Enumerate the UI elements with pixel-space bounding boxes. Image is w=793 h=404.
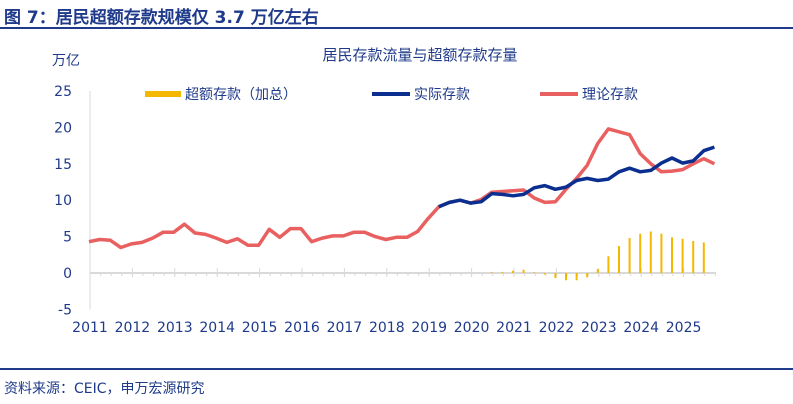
bar-excess-deposit	[543, 273, 546, 275]
bar-excess-deposit	[660, 233, 663, 273]
x-tick-label: 2019	[411, 320, 447, 336]
x-tick-label: 2012	[115, 320, 151, 336]
bar-excess-deposit	[522, 269, 525, 273]
x-tick-label: 2024	[623, 320, 659, 336]
figure-title: 图 7：居民超额存款规模仅 3.7 万亿左右	[4, 8, 319, 28]
x-tick-label: 2013	[157, 320, 193, 336]
y-tick-label: -5	[58, 302, 72, 318]
bar-excess-deposit	[586, 273, 589, 278]
y-tick-label: 10	[54, 193, 72, 209]
y-tick-label: 25	[54, 84, 72, 100]
bar-excess-deposit	[575, 273, 578, 281]
bar-excess-deposit	[702, 242, 705, 273]
line-actual-deposit	[438, 145, 715, 209]
bar-excess-deposit	[554, 273, 557, 279]
y-tick-label: 20	[54, 120, 72, 136]
x-tick-label: 2011	[72, 320, 108, 336]
footer-divider	[0, 368, 793, 370]
x-tick-label: 2023	[581, 320, 617, 336]
y-tick-label: 0	[63, 266, 72, 282]
x-tick-label: 2021	[496, 320, 532, 336]
y-tick-label: 5	[63, 230, 72, 246]
x-tick-label: 2022	[539, 320, 575, 336]
bar-excess-deposit	[618, 246, 620, 273]
x-tick-label: 2016	[284, 320, 320, 336]
y-tick-label: 15	[54, 157, 72, 173]
bar-excess-deposit	[692, 240, 695, 273]
x-tick-label: 2020	[454, 320, 490, 336]
line-theoretical-deposit	[88, 127, 716, 250]
legend-label-theory: 理论存款	[582, 87, 638, 103]
title-divider	[0, 27, 793, 29]
bar-excess-deposit	[628, 238, 631, 273]
bar-excess-deposit	[671, 237, 673, 273]
bar-excess-deposit	[681, 238, 684, 273]
chart-title: 居民存款流量与超额存款存量	[322, 46, 517, 64]
bar-excess-deposit	[490, 272, 493, 273]
bar-excess-deposit	[607, 256, 610, 273]
x-tick-label: 2018	[369, 320, 405, 336]
source-note: 资料来源：CEIC，申万宏源研究	[4, 381, 205, 397]
legend-label-actual: 实际存款	[414, 87, 470, 103]
bar-excess-deposit	[533, 272, 536, 273]
y-axis-unit: 万亿	[52, 53, 80, 69]
x-tick-label: 2025	[666, 320, 702, 336]
x-tick-label: 2015	[242, 320, 278, 336]
legend-swatch-bar	[145, 91, 181, 97]
bar-excess-deposit	[512, 270, 514, 273]
x-tick-label: 2014	[199, 320, 235, 336]
x-tick-label: 2017	[327, 320, 363, 336]
bar-excess-deposit	[565, 273, 567, 281]
bar-excess-deposit	[501, 271, 504, 273]
bar-excess-deposit	[639, 233, 642, 273]
bar-excess-deposit	[649, 231, 652, 273]
legend-label-excess: 超额存款（加总）	[185, 87, 297, 103]
bar-excess-deposit	[596, 268, 599, 273]
